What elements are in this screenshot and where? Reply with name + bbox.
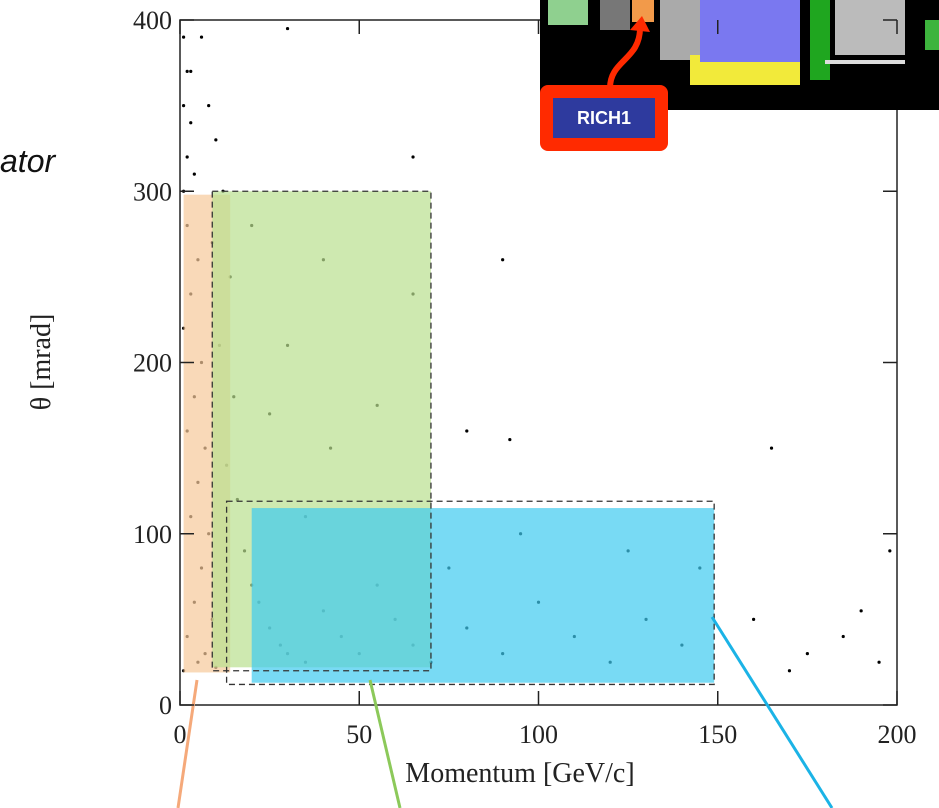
point xyxy=(806,652,809,655)
point xyxy=(877,661,880,664)
y-tick-label: 300 xyxy=(133,177,172,206)
y-tick-label: 0 xyxy=(159,691,172,720)
point xyxy=(182,104,185,107)
point xyxy=(189,70,192,73)
x-tick-label: 0 xyxy=(174,720,187,749)
y-tick-label: 100 xyxy=(133,520,172,549)
point xyxy=(860,609,863,612)
side-text: ator xyxy=(0,143,56,179)
point xyxy=(752,618,755,621)
x-axis-label: Momentum [GeV/c] xyxy=(405,758,634,789)
x-tick-label: 50 xyxy=(346,720,372,749)
point xyxy=(770,447,773,450)
point xyxy=(207,104,210,107)
point xyxy=(411,155,414,158)
point xyxy=(842,635,845,638)
x-tick-label: 150 xyxy=(698,720,737,749)
x-tick-label: 100 xyxy=(519,720,558,749)
point xyxy=(788,669,791,672)
inset-label: RICH1 xyxy=(577,108,631,128)
point xyxy=(286,27,289,30)
point xyxy=(193,173,196,176)
point xyxy=(508,438,511,441)
y-axis-label: θ [mrad] xyxy=(26,314,57,411)
point xyxy=(182,36,185,39)
callout-line xyxy=(712,617,832,808)
callout-line xyxy=(370,680,400,808)
plot-area xyxy=(182,27,891,684)
x-tick-label: 200 xyxy=(878,720,917,749)
inset-image: RICH1 xyxy=(540,0,939,151)
region xyxy=(252,508,714,683)
y-tick-label: 400 xyxy=(133,6,172,35)
chart: ator θ [mrad] Momentum [GeV/c] RICH1 0 10… xyxy=(0,0,939,808)
point xyxy=(465,429,468,432)
point xyxy=(214,138,217,141)
point xyxy=(189,121,192,124)
point xyxy=(888,549,891,552)
point xyxy=(501,258,504,261)
point xyxy=(186,70,189,73)
point xyxy=(186,155,189,158)
y-tick-label: 200 xyxy=(133,349,172,378)
point xyxy=(200,36,203,39)
